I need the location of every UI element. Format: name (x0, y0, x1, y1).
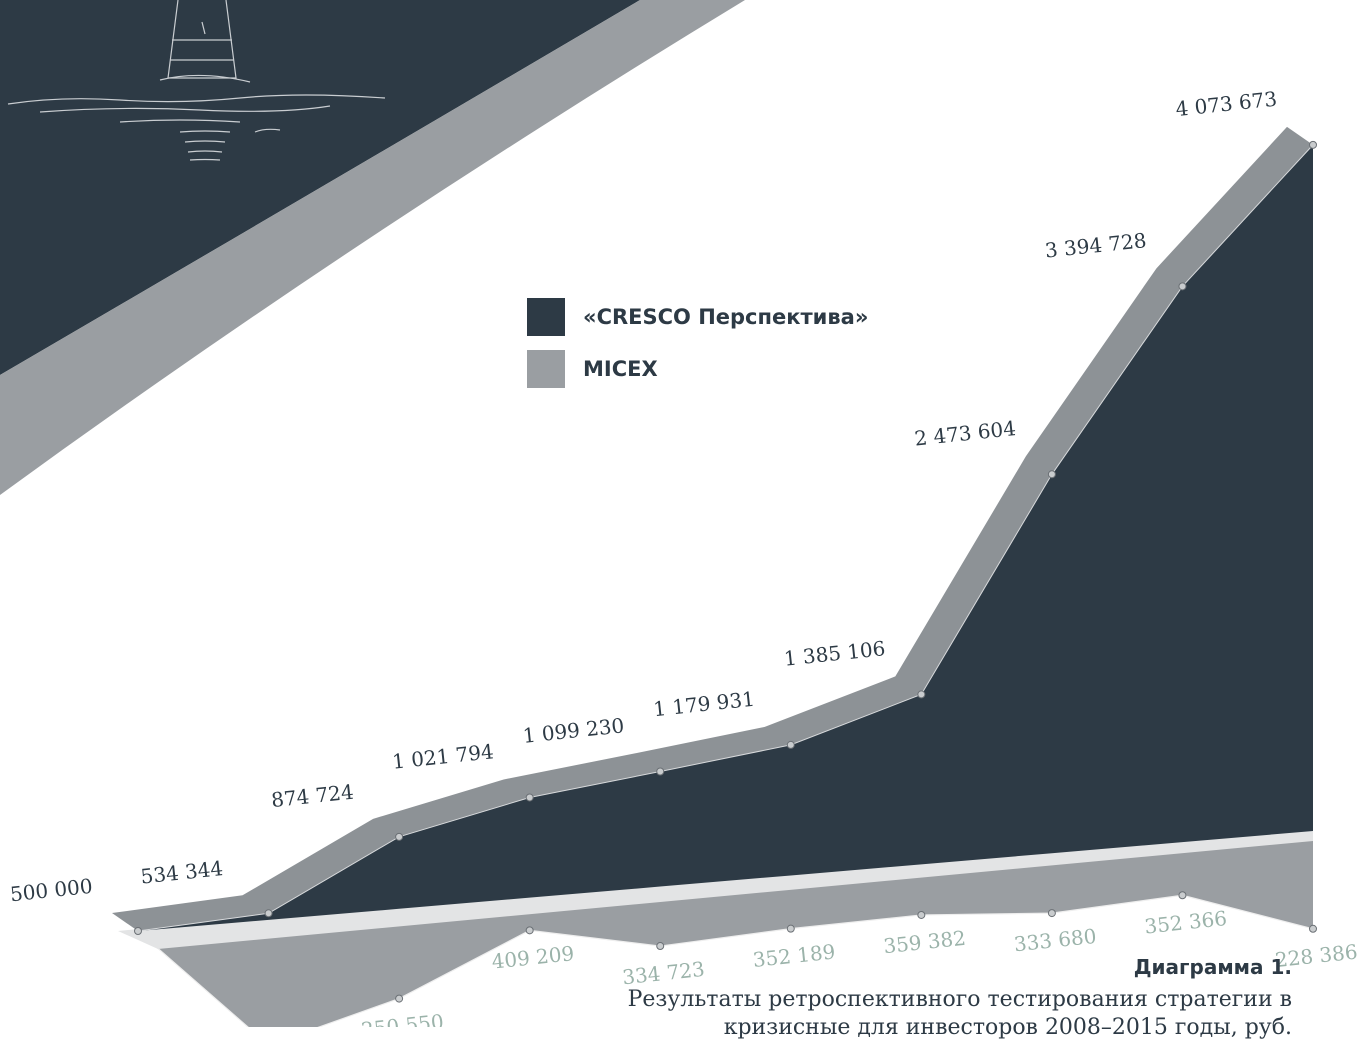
cresco-point (525, 793, 534, 802)
cresco-area (138, 144, 1313, 931)
micex-value-label: 333 680 (1013, 924, 1098, 957)
cresco-layer (112, 126, 1317, 935)
cresco-point (786, 740, 795, 749)
micex-value-label: 352 366 (1143, 906, 1228, 939)
caption: Диаграмма 1. Результаты ретроспективного… (532, 955, 1292, 1041)
micex-area (138, 831, 1313, 1027)
micex-point (786, 924, 795, 933)
micex-point (525, 926, 534, 935)
cresco-point (264, 909, 273, 918)
cresco-value-label: 3 394 728 (1044, 228, 1148, 263)
cresco-value-label: 4 073 673 (1174, 87, 1278, 122)
micex-value-label: 250 550 (360, 1009, 445, 1027)
decor-arc-dark (0, 0, 640, 375)
micex-layer (137, 831, 1317, 1027)
micex-point (1178, 891, 1187, 900)
micex-point (1047, 909, 1056, 918)
cresco-value-label: 1 099 230 (522, 713, 626, 748)
legend-swatch-cresco (527, 298, 565, 336)
cresco-value-label: 534 344 (139, 856, 224, 889)
cresco-value-label: 1 385 106 (783, 636, 887, 671)
cresco-point (917, 690, 926, 699)
cresco-point (134, 927, 142, 935)
micex-point (656, 942, 665, 951)
cresco-value-label: 1 021 794 (391, 739, 495, 774)
legend-item-micex: MICEX (527, 350, 868, 388)
legend-item-cresco: «CRESCO Перспектива» (527, 298, 868, 336)
cresco-point (395, 832, 404, 841)
legend-label-cresco: «CRESCO Перспектива» (583, 305, 869, 329)
micex-value-label: 359 382 (882, 926, 967, 959)
cresco-value-label: 500 000 (9, 874, 94, 907)
cresco-point (1309, 140, 1317, 149)
micex-point (917, 910, 926, 919)
legend: «CRESCO Перспектива» MICEX (527, 298, 868, 402)
cresco-value-label: 1 179 931 (652, 687, 756, 722)
micex-line (137, 894, 1314, 1027)
cresco-value-label: 2 473 604 (913, 416, 1017, 451)
cresco-point (656, 767, 665, 776)
micex-point (1309, 924, 1317, 933)
legend-label-micex: MICEX (583, 357, 658, 381)
cresco-point (1178, 282, 1187, 291)
cresco-value-label: 874 724 (270, 780, 355, 813)
micex-point (395, 994, 404, 1003)
cresco-edge (137, 144, 1314, 932)
caption-text: Результаты ретроспективного тестирования… (627, 987, 1292, 1040)
cresco-point (1047, 470, 1056, 479)
caption-title: Диаграмма 1. (1133, 955, 1292, 979)
lighthouse-icon (7, 0, 386, 161)
legend-swatch-micex (527, 350, 565, 388)
